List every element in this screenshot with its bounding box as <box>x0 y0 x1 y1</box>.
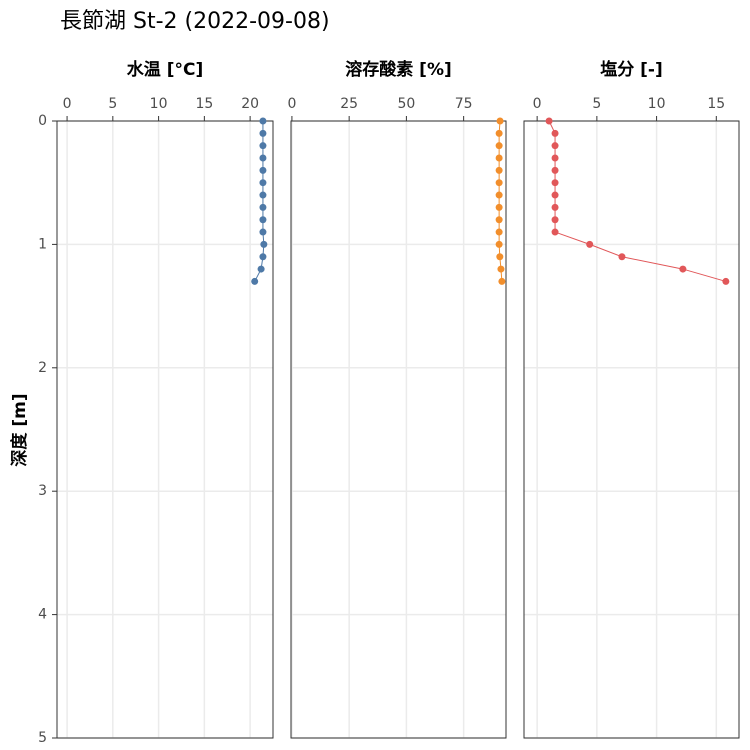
data-point <box>259 117 267 125</box>
data-point <box>551 166 559 174</box>
panel-border <box>56 120 274 739</box>
data-point <box>259 203 267 211</box>
x-tick-label: 0 <box>533 96 542 112</box>
x-tick-label: 15 <box>195 96 213 112</box>
data-point <box>495 216 503 224</box>
data-point <box>259 129 267 137</box>
y-tick-label: 1 <box>38 236 47 252</box>
data-point <box>495 179 503 187</box>
x-tick-label: 10 <box>150 96 168 112</box>
data-point <box>259 179 267 187</box>
panel-title: 塩分 [-] <box>600 59 663 80</box>
x-tick-label: 25 <box>340 96 358 112</box>
x-tick-label: 0 <box>63 96 72 112</box>
x-tick-label: 75 <box>455 96 473 112</box>
data-point <box>496 253 504 261</box>
x-tick-label: 15 <box>707 96 725 112</box>
data-point <box>551 179 559 187</box>
data-point <box>551 216 559 224</box>
y-tick-label: 2 <box>38 360 47 376</box>
x-tick-label: 10 <box>648 96 666 112</box>
y-tick-label: 3 <box>38 483 47 499</box>
data-point <box>260 240 268 248</box>
data-point <box>259 142 267 150</box>
data-point <box>495 240 503 248</box>
data-point <box>551 191 559 199</box>
data-point <box>498 277 506 285</box>
data-point <box>551 228 559 236</box>
data-point <box>259 191 267 199</box>
data-point <box>722 277 730 285</box>
data-point <box>257 265 265 273</box>
data-point <box>496 117 504 125</box>
data-point <box>586 240 594 248</box>
profile-line <box>548 120 726 282</box>
data-point <box>551 142 559 150</box>
data-point <box>495 154 503 162</box>
data-point <box>551 129 559 137</box>
y-axis-label: 深度 [m] <box>9 393 30 466</box>
data-point <box>495 228 503 236</box>
panel-title: 溶存酸素 [%] <box>345 59 452 80</box>
y-tick-label: 5 <box>38 730 47 746</box>
data-point <box>497 265 505 273</box>
data-point <box>495 166 503 174</box>
data-point <box>551 154 559 162</box>
data-point <box>259 216 267 224</box>
data-point <box>551 203 559 211</box>
data-point <box>495 203 503 211</box>
x-tick-label: 20 <box>241 96 259 112</box>
x-tick-label: 5 <box>592 96 601 112</box>
data-point <box>259 253 267 261</box>
chart-title: 長節湖 St-2 (2022-09-08) <box>60 9 330 34</box>
y-tick-label: 0 <box>38 113 47 129</box>
data-point <box>618 253 626 261</box>
data-point <box>259 228 267 236</box>
data-point <box>495 191 503 199</box>
y-tick-label: 4 <box>38 607 47 623</box>
data-point <box>259 154 267 162</box>
data-point <box>495 129 503 137</box>
data-point <box>679 265 687 273</box>
data-point <box>259 166 267 174</box>
panel-title: 水温 [°C] <box>127 59 203 80</box>
x-tick-label: 0 <box>287 96 296 112</box>
panel-border <box>523 120 740 739</box>
x-tick-label: 50 <box>397 96 415 112</box>
data-point <box>545 117 553 125</box>
x-tick-label: 5 <box>108 96 117 112</box>
data-point <box>251 277 259 285</box>
data-point <box>495 142 503 150</box>
panel-border <box>290 120 507 739</box>
